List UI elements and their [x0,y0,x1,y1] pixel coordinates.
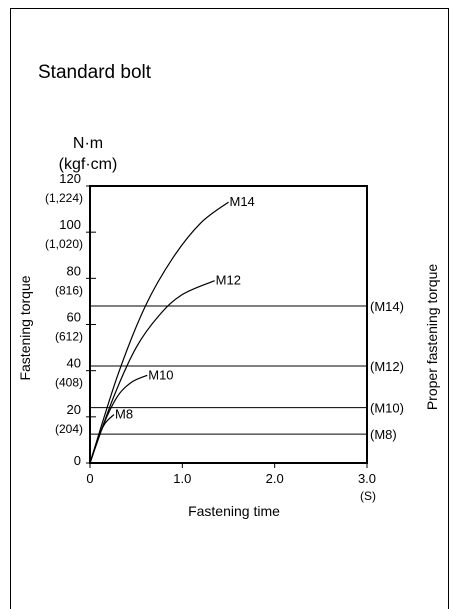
y-tick-alt-label: (408) [55,376,83,390]
plot-area: (M14) (M12) (M10) (M8) 0 20 (204) 40 (408) 60 (612… [45,171,404,486]
series-line-m14 [89,201,229,464]
y-unit-label: N·m [73,135,103,152]
y-tick-alt-label: (1,020) [45,237,83,251]
reference-label: (M14) [370,299,404,314]
x-tick-label: 2.0 [266,471,284,486]
y-unit-alt-label: (kgf·cm) [59,156,118,173]
y-tick-label: 80 [67,263,81,278]
y-axis-label: Fastening torque [17,275,33,380]
y-tick-label: 120 [59,171,81,186]
series-line-m12 [89,280,215,464]
x-tick-label: 1.0 [173,471,191,486]
series-line-m8 [89,414,115,464]
y2-axis-label: Proper fastening torque [424,264,440,411]
reference-label: (M12) [370,359,404,374]
x-unit-label: (S) [360,489,376,503]
reference-label: (M10) [370,401,404,416]
figure-frame [10,8,449,609]
x-tick-label: 3.0 [358,471,376,486]
y-tick-alt-label: (1,224) [45,191,83,205]
reference-label: (M8) [370,427,397,442]
series-label-m10: M10 [148,367,173,382]
x-axis-label: Fastening time [188,503,280,519]
x-tick-label: 0 [86,471,93,486]
y-tick-alt-label: (612) [55,330,83,344]
y-tick-label: 40 [67,356,81,371]
y-tick-label: 100 [59,217,81,232]
series-label-m14: M14 [230,194,255,209]
y-tick-alt-label: (204) [55,422,83,436]
y-tick-label: 0 [74,453,81,468]
series-label-m8: M8 [115,407,133,422]
y-tick-label: 20 [67,402,81,417]
y-tick-alt-label: (816) [55,283,83,297]
series-label-m12: M12 [216,273,241,288]
y-tick-label: 60 [67,310,81,325]
chart-title: Standard bolt [38,62,152,83]
